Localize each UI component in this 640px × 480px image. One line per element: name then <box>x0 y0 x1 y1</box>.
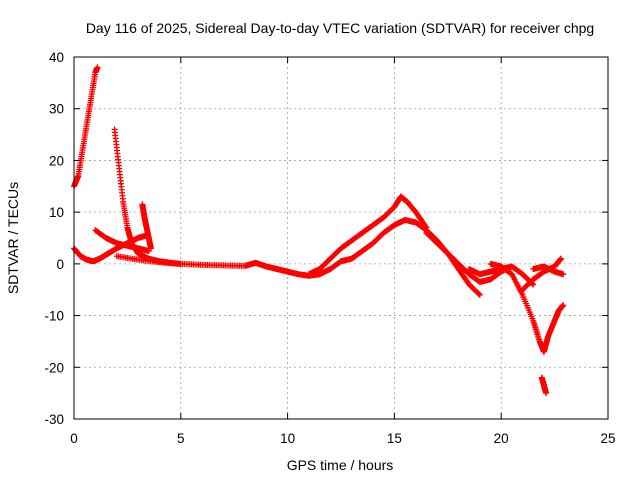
point-markers <box>71 64 101 190</box>
y-tick-label: 20 <box>49 153 64 168</box>
x-axis-label: GPS time / hours <box>287 457 394 473</box>
chart-title: Day 116 of 2025, Sidereal Day-to-day VTE… <box>86 20 594 36</box>
y-axis-label: SDTVAR / TECUs <box>5 182 21 294</box>
plot-frame <box>73 56 609 420</box>
point-markers <box>113 253 323 279</box>
series-sat-p <box>538 374 550 397</box>
y-tick-label: -10 <box>44 309 64 324</box>
point-markers <box>487 260 547 355</box>
x-tick-label: 25 <box>600 431 615 446</box>
series-sat-c <box>92 227 152 254</box>
y-tick-label: 10 <box>49 205 64 220</box>
series-sat-h <box>316 216 409 278</box>
axis-ticks: 0 5 10 15 20 25 -30 -20 -10 0 10 20 30 40 <box>44 50 615 446</box>
series-sat-e <box>139 201 154 252</box>
x-tick-label: 5 <box>177 431 185 446</box>
series-sat-l <box>487 260 547 355</box>
series-sat-i <box>402 216 483 298</box>
point-markers <box>305 193 430 278</box>
x-tick-label: 10 <box>280 431 295 446</box>
x-tick-label: 20 <box>494 431 509 446</box>
x-tick-label: 15 <box>387 431 402 446</box>
point-markers <box>538 374 550 397</box>
series-sat-f <box>113 253 323 279</box>
series-sat-m <box>540 302 567 355</box>
grid-lines <box>74 57 608 419</box>
y-tick-label: -30 <box>44 412 64 427</box>
series-sat-g <box>305 193 430 278</box>
y-tick-label: -20 <box>44 360 64 375</box>
point-markers <box>540 302 567 355</box>
y-tick-label: 40 <box>49 50 64 65</box>
y-tick-label: 30 <box>49 102 64 117</box>
point-markers <box>92 227 152 254</box>
series-sat-a <box>71 64 101 190</box>
point-markers <box>530 263 567 278</box>
y-tick-label: 0 <box>56 257 64 272</box>
point-markers <box>316 216 409 278</box>
series-sat-o <box>530 263 567 278</box>
point-markers <box>139 201 154 252</box>
data-points <box>71 64 567 397</box>
point-markers <box>402 216 483 298</box>
x-tick-label: 0 <box>70 431 78 446</box>
